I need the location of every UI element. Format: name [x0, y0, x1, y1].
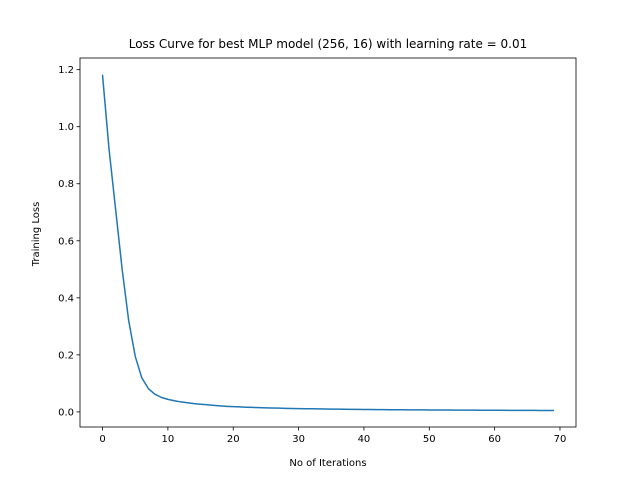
y-tick-label: 0.4 — [58, 293, 74, 304]
y-tick-label: 0.0 — [58, 407, 74, 418]
x-tick-label: 50 — [423, 434, 436, 445]
y-axis-title: Training Loss — [31, 202, 42, 268]
x-tick-label: 70 — [554, 434, 567, 445]
y-tick-label: 1.0 — [58, 122, 74, 133]
y-tick-label: 0.8 — [58, 179, 74, 190]
y-tick-label: 0.2 — [58, 350, 74, 361]
y-tick-label: 0.6 — [58, 236, 74, 247]
x-tick-label: 60 — [488, 434, 501, 445]
plot-frame — [79, 57, 577, 428]
x-tick-label: 10 — [162, 434, 175, 445]
x-axis-title: No of Iterations — [289, 458, 366, 469]
y-tick-label: 1.2 — [58, 65, 74, 76]
x-tick-label: 20 — [227, 434, 240, 445]
x-tick-label: 40 — [358, 434, 371, 445]
series-line-0 — [101, 74, 555, 412]
x-tick-label: 0 — [99, 434, 105, 445]
x-tick-label: 30 — [292, 434, 305, 445]
plot-area: 0 10 20 30 40 50 60 70 0.0 0.2 0.4 0.6 0.8 1.0 1.2 — [58, 57, 577, 445]
chart-title: Loss Curve for best MLP model (256, 16) … — [129, 37, 528, 51]
